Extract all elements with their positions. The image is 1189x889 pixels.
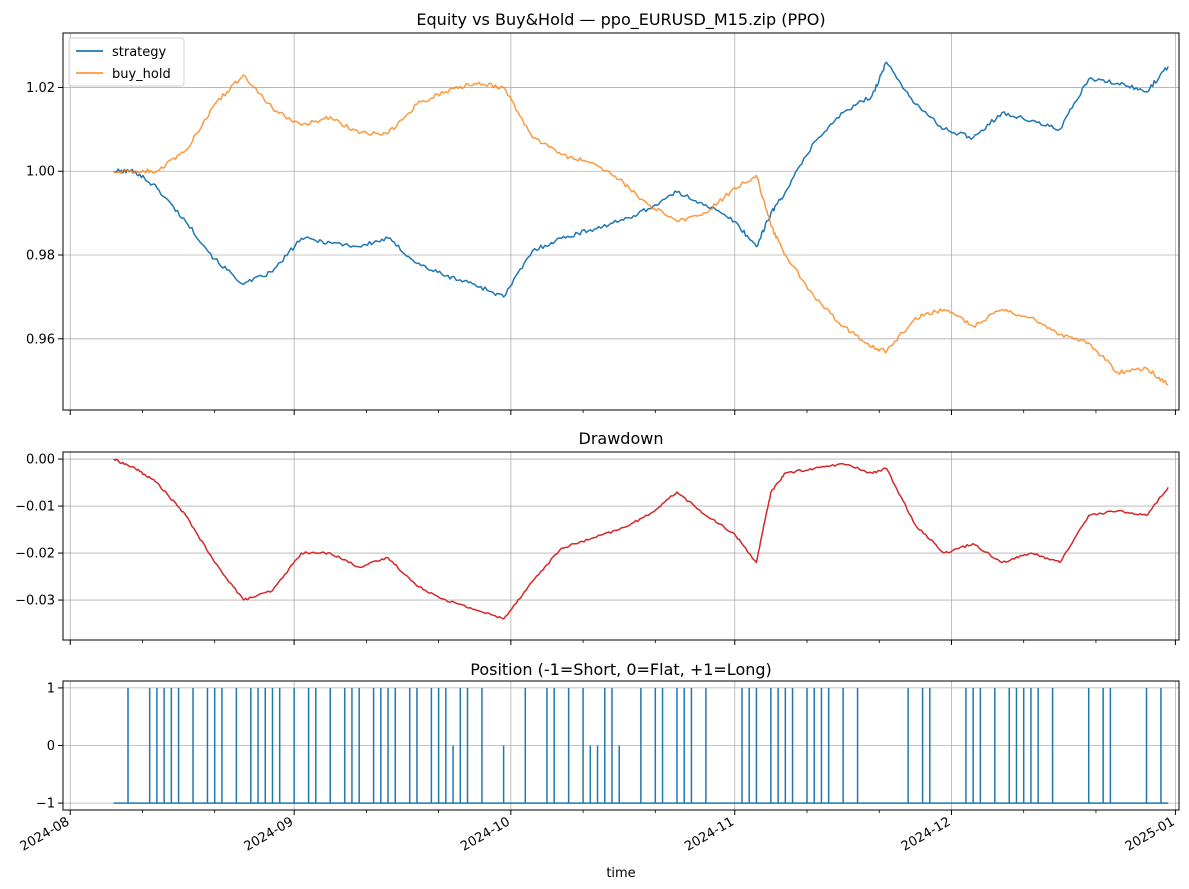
y-tick-label: 0.98: [26, 249, 55, 264]
y-tick-label: 1.02: [26, 81, 55, 96]
drawdown-x-ticks: [69, 640, 1176, 645]
equity-y-ticks: 0.96 0.98 1.00 1.02: [26, 81, 63, 347]
equity-axes-frame: [62, 32, 1180, 411]
drawdown-line: [113, 458, 1169, 620]
y-tick-label: 1.00: [26, 165, 55, 180]
equity-series-group: [113, 61, 1169, 386]
drawdown-grid: [63, 452, 1179, 640]
drawdown-y-ticks: 0.00 −0.01 −0.02 −0.03: [15, 453, 63, 609]
y-tick-label: −0.03: [15, 594, 55, 609]
y-tick-label: 0.00: [26, 453, 55, 468]
legend-strategy-label: strategy: [112, 45, 167, 60]
drawdown-panel: Drawdown 0.00 −0.01 −0.02 −0.03: [15, 429, 1180, 645]
equity-x-ticks: [69, 410, 1176, 415]
position-title: Position (-1=Short, 0=Flat, +1=Long): [470, 660, 772, 679]
legend-buy-hold-label: buy_hold: [112, 67, 171, 82]
y-tick-label: 0.96: [26, 332, 55, 347]
y-tick-label: −0.02: [15, 547, 55, 562]
buy-hold-line: [113, 74, 1169, 386]
y-tick-label: 0: [47, 739, 55, 754]
y-tick-label: −0.01: [15, 500, 55, 515]
position-y-ticks: −1 0 1: [36, 681, 63, 812]
y-tick-label: 1: [47, 681, 55, 696]
legend: strategy buy_hold: [68, 37, 185, 87]
equity-grid: [63, 33, 1179, 410]
drawdown-title: Drawdown: [579, 429, 664, 448]
y-tick-label: −1: [36, 797, 55, 812]
position-series-group: [113, 687, 1169, 804]
legend-box: [68, 37, 185, 87]
drawdown-series-group: [113, 458, 1169, 620]
equity-title: Equity vs Buy&Hold — ppo_EURUSD_M15.zip …: [416, 10, 825, 30]
x-axis-label: time: [606, 866, 635, 881]
equity-panel: Equity vs Buy&Hold — ppo_EURUSD_M15.zip …: [26, 10, 1180, 415]
strategy-line: [113, 61, 1169, 298]
drawdown-axes-frame: [62, 451, 1180, 641]
